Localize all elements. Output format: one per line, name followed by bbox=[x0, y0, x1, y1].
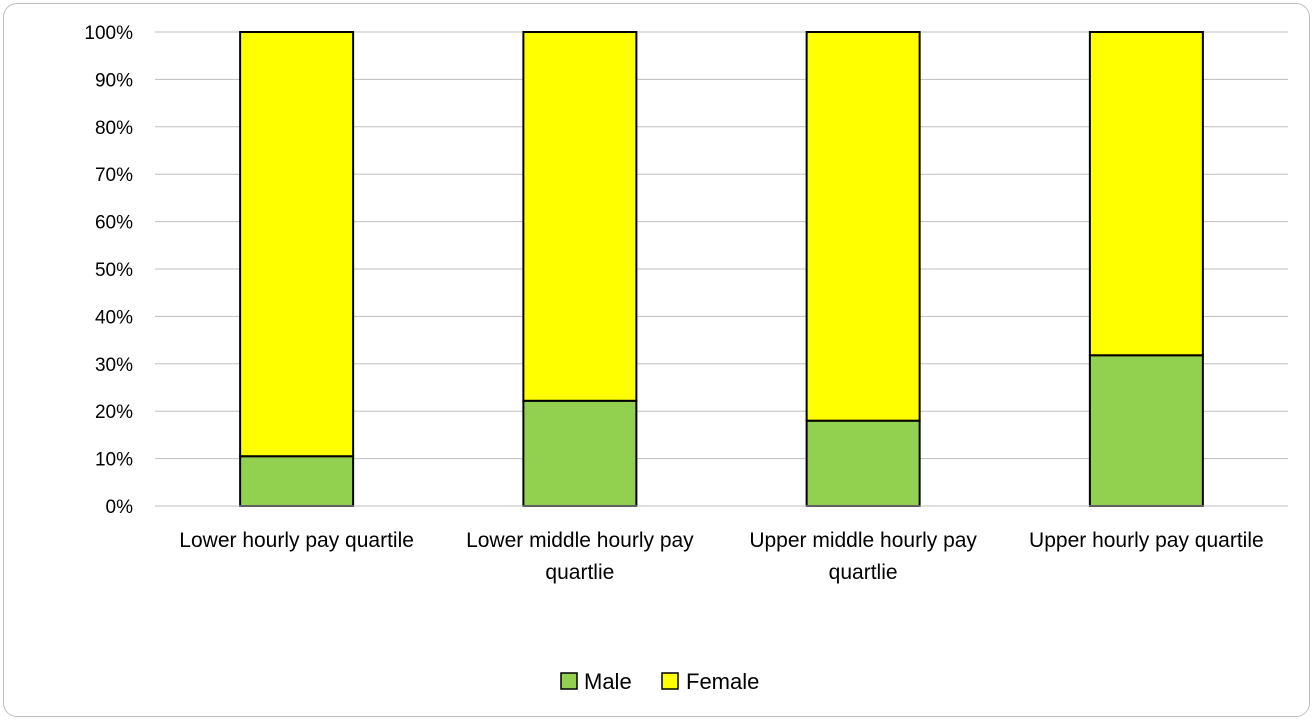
bar-male bbox=[239, 455, 355, 508]
bar-female bbox=[239, 31, 355, 458]
x-tick-label: Upper middle hourly pay quartlie bbox=[749, 529, 977, 584]
legend-swatch-female bbox=[661, 672, 679, 690]
legend: Male Female bbox=[560, 669, 759, 694]
bar-male bbox=[805, 419, 921, 507]
y-axis: 0% 10% 20% 30% 40% 50% 60% 70% 80% 90% 100% bbox=[84, 23, 133, 518]
y-tick-label: 90% bbox=[95, 70, 133, 91]
y-tick-label: 100% bbox=[84, 23, 133, 44]
y-tick-label: 30% bbox=[95, 355, 133, 376]
x-tick-label: Lower hourly pay quartile bbox=[179, 529, 414, 552]
bar-female bbox=[805, 31, 921, 422]
y-tick-label: 70% bbox=[95, 165, 133, 186]
bar-female bbox=[522, 31, 638, 402]
bars bbox=[239, 31, 1204, 508]
y-tick-label: 10% bbox=[95, 450, 133, 471]
y-tick-label: 0% bbox=[106, 497, 134, 518]
legend-swatch-male bbox=[560, 672, 578, 690]
y-tick-label: 60% bbox=[95, 213, 133, 234]
legend-label-female: Female bbox=[686, 669, 759, 694]
legend-label-male: Male bbox=[584, 669, 632, 694]
bar-female bbox=[1088, 31, 1204, 357]
y-tick-label: 80% bbox=[95, 118, 133, 139]
y-tick-label: 40% bbox=[95, 307, 133, 328]
x-axis: Lower hourly pay quartile Lower middle ho… bbox=[155, 505, 1288, 584]
bar-male bbox=[522, 399, 638, 507]
bar-male bbox=[1088, 354, 1204, 507]
y-tick-label: 50% bbox=[95, 260, 133, 281]
x-tick-label: Lower middle hourly pay quartlie bbox=[466, 529, 694, 584]
y-tick-label: 20% bbox=[95, 402, 133, 423]
x-tick-label: Upper hourly pay quartile bbox=[1029, 529, 1264, 552]
